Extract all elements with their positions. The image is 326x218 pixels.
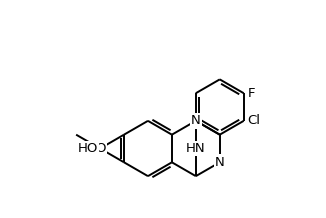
Text: N: N [215,156,225,169]
Text: N: N [191,114,201,127]
Text: O: O [95,142,105,155]
Text: F: F [248,87,255,100]
Text: Cl: Cl [248,114,261,127]
Text: HN: HN [186,142,206,155]
Text: HO: HO [78,142,98,155]
